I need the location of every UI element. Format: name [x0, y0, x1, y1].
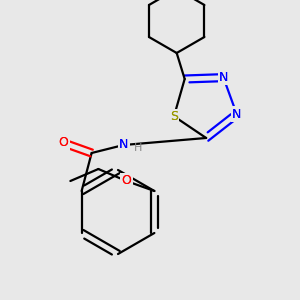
Text: N: N	[219, 71, 228, 84]
Text: O: O	[59, 136, 69, 149]
Text: O: O	[59, 136, 69, 149]
Text: S: S	[170, 110, 178, 123]
Text: N: N	[119, 139, 128, 152]
Text: O: O	[122, 175, 131, 188]
Text: O: O	[122, 175, 131, 188]
Text: N: N	[232, 108, 242, 121]
Text: N: N	[119, 139, 128, 152]
Text: H: H	[134, 143, 142, 153]
Text: S: S	[170, 110, 178, 123]
Text: N: N	[219, 71, 228, 84]
Text: N: N	[232, 108, 242, 121]
